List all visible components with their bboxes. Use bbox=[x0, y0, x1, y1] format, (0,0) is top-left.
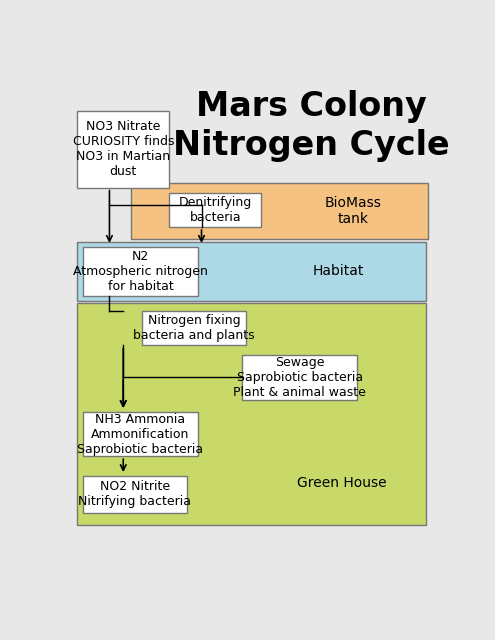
FancyBboxPatch shape bbox=[77, 242, 426, 301]
FancyBboxPatch shape bbox=[169, 193, 261, 227]
FancyBboxPatch shape bbox=[77, 111, 169, 188]
Text: NO2 Nitrite
Nitrifying bacteria: NO2 Nitrite Nitrifying bacteria bbox=[78, 481, 191, 508]
FancyBboxPatch shape bbox=[83, 247, 198, 296]
Text: NH3 Ammonia
Ammonification
Saprobiotic bacteria: NH3 Ammonia Ammonification Saprobiotic b… bbox=[77, 413, 203, 456]
Text: Denitrifying
bacteria: Denitrifying bacteria bbox=[179, 196, 252, 224]
FancyBboxPatch shape bbox=[77, 303, 426, 525]
FancyBboxPatch shape bbox=[143, 311, 246, 346]
FancyBboxPatch shape bbox=[131, 183, 428, 239]
Text: NO3 Nitrate
CURIOSITY finds
NO3 in Martian
dust: NO3 Nitrate CURIOSITY finds NO3 in Marti… bbox=[72, 120, 174, 179]
FancyBboxPatch shape bbox=[83, 412, 198, 456]
Text: Sewage
Saprobiotic bacteria
Plant & animal waste: Sewage Saprobiotic bacteria Plant & anim… bbox=[233, 356, 366, 399]
FancyBboxPatch shape bbox=[242, 355, 357, 399]
Text: N2
Atmospheric nitrogen
for habitat: N2 Atmospheric nitrogen for habitat bbox=[73, 250, 208, 293]
Text: Mars Colony
Nitrogen Cycle: Mars Colony Nitrogen Cycle bbox=[173, 90, 449, 162]
FancyBboxPatch shape bbox=[83, 476, 187, 513]
Text: Nitrogen fixing
bacteria and plants: Nitrogen fixing bacteria and plants bbox=[134, 314, 255, 342]
Text: BioMass
tank: BioMass tank bbox=[325, 196, 382, 226]
Text: Green House: Green House bbox=[297, 476, 387, 490]
Text: Habitat: Habitat bbox=[312, 264, 364, 278]
